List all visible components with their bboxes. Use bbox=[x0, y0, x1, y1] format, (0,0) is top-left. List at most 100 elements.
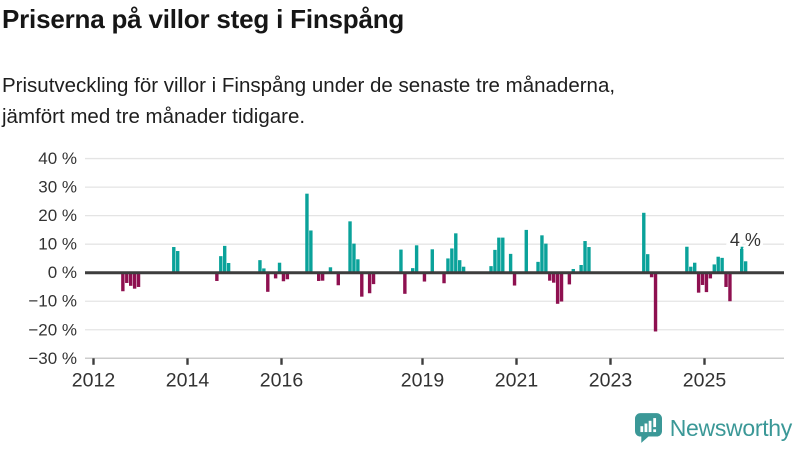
bar bbox=[689, 266, 693, 273]
bar bbox=[708, 272, 713, 279]
bar bbox=[587, 247, 591, 273]
bar bbox=[653, 272, 658, 332]
bar bbox=[512, 272, 517, 286]
bar bbox=[501, 237, 505, 273]
bar bbox=[285, 272, 290, 280]
bar bbox=[129, 272, 133, 286]
bar bbox=[716, 256, 720, 273]
bar bbox=[704, 272, 709, 293]
bar bbox=[215, 272, 219, 281]
bar bbox=[646, 254, 650, 273]
bar bbox=[172, 247, 176, 273]
bar bbox=[728, 272, 732, 302]
bar bbox=[399, 249, 403, 273]
bar bbox=[559, 272, 564, 302]
chart-subtitle: Prisutveckling för villor i Finspång und… bbox=[2, 70, 615, 132]
bar bbox=[121, 272, 125, 292]
bar bbox=[508, 253, 513, 273]
newsworthy-logo-icon bbox=[634, 413, 662, 443]
subtitle-line-1: Prisutveckling för villor i Finspång und… bbox=[2, 74, 616, 97]
x-axis-tick-label: 2019 bbox=[401, 369, 444, 391]
subtitle-line-2: jämfört med tre månader tidigare. bbox=[2, 105, 306, 128]
bar bbox=[567, 272, 572, 285]
x-axis-tick-label: 2016 bbox=[260, 369, 303, 391]
bar bbox=[700, 272, 705, 285]
bar bbox=[277, 262, 282, 273]
y-axis-tick-label: 10 % bbox=[38, 235, 77, 254]
bar bbox=[536, 261, 540, 273]
bar bbox=[540, 235, 544, 273]
bar bbox=[320, 272, 325, 281]
bar bbox=[132, 272, 137, 289]
bar bbox=[411, 268, 415, 273]
bar bbox=[497, 237, 501, 273]
bar bbox=[336, 272, 340, 286]
bar bbox=[740, 246, 744, 273]
x-axis-tick-label: 2025 bbox=[683, 369, 727, 391]
bar bbox=[176, 251, 180, 273]
bar bbox=[489, 266, 493, 273]
bar bbox=[571, 268, 575, 273]
bar bbox=[414, 245, 419, 273]
bar bbox=[442, 272, 446, 284]
bar bbox=[693, 262, 697, 273]
bar bbox=[317, 272, 321, 281]
y-axis-tick-label: 30 % bbox=[38, 178, 77, 197]
bar bbox=[450, 248, 454, 273]
bar bbox=[125, 272, 129, 283]
bar bbox=[696, 272, 701, 293]
y-axis-tick-label: −20 % bbox=[28, 320, 77, 339]
bar bbox=[309, 230, 313, 273]
y-axis-tick-label: 20 % bbox=[38, 206, 77, 225]
y-axis-tick-label: −30 % bbox=[28, 349, 77, 368]
chart-title: Priserna på villor steg i Finspång bbox=[2, 4, 405, 34]
bar bbox=[552, 272, 556, 283]
bar bbox=[305, 193, 309, 273]
bar bbox=[579, 264, 583, 273]
bar bbox=[352, 243, 356, 273]
bar bbox=[223, 245, 227, 273]
bar bbox=[724, 272, 728, 287]
bar bbox=[685, 246, 689, 273]
bar bbox=[649, 272, 654, 278]
bar bbox=[219, 256, 223, 273]
bar bbox=[266, 272, 270, 292]
x-axis-tick-label: 2014 bbox=[166, 369, 210, 391]
bar bbox=[712, 264, 716, 273]
bar bbox=[430, 249, 434, 273]
y-axis-tick-label: −10 % bbox=[28, 292, 77, 311]
bar bbox=[136, 272, 141, 287]
bar bbox=[262, 268, 266, 273]
bar bbox=[548, 272, 552, 281]
bar bbox=[524, 229, 528, 273]
x-axis-tick-label: 2023 bbox=[589, 369, 632, 391]
y-axis-tick-label: 40 % bbox=[38, 149, 77, 168]
bar bbox=[446, 258, 450, 273]
x-axis-tick-label: 2012 bbox=[72, 369, 115, 391]
bar bbox=[642, 212, 646, 273]
y-axis-tick-label: 0 % bbox=[48, 263, 77, 282]
bar bbox=[273, 272, 278, 279]
x-axis-tick-label: 2021 bbox=[495, 369, 538, 391]
latest-value-annotation: 4 % bbox=[730, 230, 761, 250]
bar bbox=[281, 272, 286, 282]
bar bbox=[258, 260, 262, 273]
bar bbox=[371, 272, 376, 285]
bar bbox=[403, 272, 407, 294]
bar bbox=[458, 260, 462, 273]
bar bbox=[720, 257, 724, 273]
bar bbox=[360, 272, 364, 297]
bar bbox=[226, 262, 231, 273]
bar bbox=[328, 267, 333, 273]
bar bbox=[493, 249, 497, 273]
bar bbox=[555, 272, 560, 304]
bar bbox=[454, 233, 458, 273]
bar bbox=[367, 272, 372, 294]
bar bbox=[348, 221, 352, 273]
newsworthy-logo-text: Newsworthy bbox=[669, 414, 793, 441]
bar bbox=[743, 261, 748, 273]
bar bbox=[544, 243, 548, 273]
bar bbox=[461, 266, 466, 273]
